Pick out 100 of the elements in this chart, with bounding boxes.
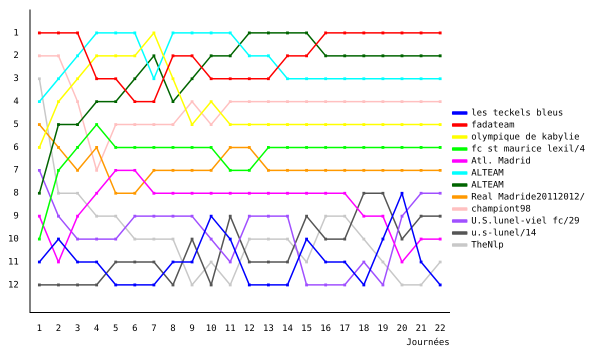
point	[95, 123, 98, 126]
y-tick-label: 12	[8, 280, 19, 290]
point	[438, 283, 442, 286]
point	[343, 123, 346, 126]
x-tick-label: 8	[170, 324, 176, 334]
point	[343, 100, 346, 104]
point	[114, 100, 118, 104]
point	[324, 238, 328, 241]
y-tick-label: 9	[13, 212, 19, 222]
point	[324, 192, 328, 195]
point	[210, 146, 213, 149]
point	[95, 168, 98, 172]
point	[38, 214, 41, 218]
point	[382, 192, 384, 195]
point	[305, 192, 308, 195]
point	[38, 146, 41, 149]
point	[324, 100, 328, 104]
point	[133, 238, 136, 241]
point	[248, 100, 251, 104]
x-tick-label: 14	[282, 324, 293, 334]
point	[343, 31, 346, 34]
x-tick-label: 20	[396, 324, 408, 334]
point	[95, 283, 98, 286]
legend-label: ALTEAM	[471, 168, 504, 178]
point	[172, 214, 174, 218]
point	[266, 283, 270, 286]
point	[210, 168, 213, 172]
point	[324, 146, 328, 149]
point	[95, 100, 98, 104]
point	[420, 77, 422, 80]
point	[400, 77, 404, 80]
point	[172, 168, 174, 172]
point	[248, 168, 251, 172]
point	[228, 260, 232, 264]
point	[152, 192, 156, 195]
y-tick-label: 7	[13, 166, 19, 176]
point	[152, 214, 156, 218]
y-tick-label: 10	[8, 234, 19, 244]
point	[362, 238, 366, 241]
point	[38, 168, 41, 172]
point	[305, 214, 308, 218]
point	[324, 123, 328, 126]
point	[57, 54, 60, 58]
point	[324, 260, 328, 264]
point	[266, 192, 270, 195]
point	[438, 238, 442, 241]
y-tick-label: 4	[13, 96, 19, 107]
legend-label: U.S.lunel-viel fc/29	[471, 216, 580, 226]
point	[133, 283, 136, 286]
x-tick-label: 19	[377, 324, 388, 334]
x-tick-label: 16	[320, 324, 332, 334]
y-tick-label: 1	[13, 28, 19, 38]
x-tick-label: 22	[434, 324, 446, 334]
x-tick-label: 4	[94, 324, 100, 334]
point	[266, 54, 270, 58]
point	[38, 260, 41, 264]
point	[133, 123, 136, 126]
point	[210, 77, 213, 80]
point	[266, 31, 270, 34]
point	[324, 214, 328, 218]
point	[228, 168, 232, 172]
point	[248, 31, 251, 34]
legend-label: Real Madride20112012/	[471, 192, 586, 202]
point	[133, 31, 136, 34]
point	[95, 238, 98, 241]
x-tick-label: 21	[416, 324, 427, 334]
point	[438, 100, 442, 104]
point	[114, 238, 118, 241]
point	[324, 168, 328, 172]
point	[57, 77, 60, 80]
x-tick-label: 2	[56, 324, 62, 334]
point	[190, 77, 194, 80]
point	[228, 238, 232, 241]
x-tick-label: 10	[206, 324, 217, 334]
point	[95, 146, 98, 149]
point	[228, 146, 232, 149]
point	[38, 54, 41, 58]
point	[286, 168, 289, 172]
y-tick-label: 6	[13, 142, 19, 153]
x-tick-label: 13	[262, 324, 274, 334]
point	[190, 168, 194, 172]
point	[38, 31, 41, 34]
point	[210, 260, 213, 264]
point	[57, 192, 60, 195]
point	[382, 77, 384, 80]
y-tick-label: 11	[8, 257, 19, 268]
point	[438, 260, 442, 264]
point	[95, 192, 98, 195]
point	[38, 77, 41, 80]
point	[400, 192, 404, 195]
point	[133, 260, 136, 264]
point	[210, 192, 213, 195]
point	[343, 146, 346, 149]
x-axis-title: Journées	[406, 336, 450, 348]
point	[95, 260, 98, 264]
x-tick-label: 9	[189, 324, 195, 334]
point	[152, 260, 156, 264]
point	[228, 31, 232, 34]
point	[152, 31, 156, 34]
point	[210, 54, 213, 58]
